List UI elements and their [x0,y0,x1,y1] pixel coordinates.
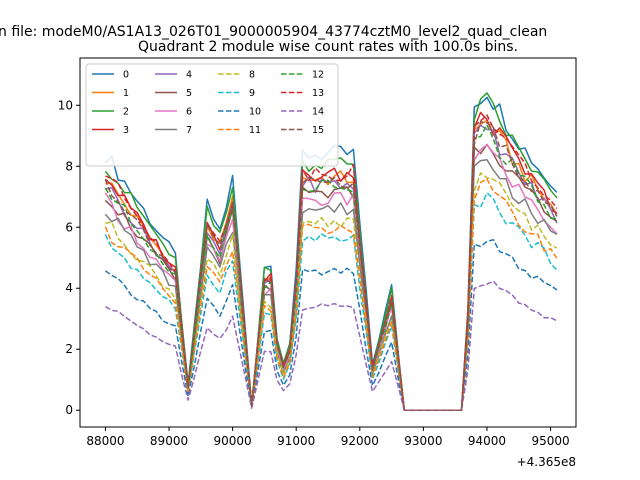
series-14-line [105,280,558,411]
legend-frame [85,63,339,167]
legend-label-7: 7 [186,125,192,136]
series-11-line [104,178,558,411]
x-tick-label: 90000 [214,434,252,448]
legend-label-2: 2 [123,107,129,118]
legend-label-0: 0 [123,70,129,81]
series-15-line [104,121,558,411]
x-tick-label: 88000 [86,434,124,448]
figure-suptitle: n file: modeM0/AS1A13_026T01_9000005904_… [0,24,547,40]
y-tick-label: 8 [65,159,73,173]
legend-label-9: 9 [249,88,255,99]
chart-title: Quadrant 2 module wise count rates with … [138,39,518,55]
x-tick-label: 91000 [277,434,315,448]
y-tick-label: 10 [58,98,73,112]
x-offset-label: +4.365e8 [517,455,576,469]
legend-label-11: 11 [249,125,261,136]
legend-label-12: 12 [312,70,324,81]
legend-label-4: 4 [186,70,192,81]
legend-label-13: 13 [312,88,324,99]
legend-label-8: 8 [249,70,255,81]
series-10-line [104,238,558,411]
legend-label-5: 5 [186,88,192,99]
x-tick-label: 95000 [531,434,569,448]
legend-label-1: 1 [123,88,129,99]
x-tick-label: 92000 [341,434,379,448]
legend-label-14: 14 [312,107,324,118]
legend-label-15: 15 [312,125,324,136]
y-tick-label: 6 [65,220,73,234]
y-tick-label: 4 [65,281,73,295]
x-tick-label: 89000 [150,434,188,448]
axis-ticks: 88000 89000 90000 91000 92000 93000 94000 95000… [58,98,570,448]
plot-area-frame [79,57,577,428]
series-8-line [105,172,558,411]
x-tick-label: 94000 [468,434,506,448]
y-tick-label: 0 [65,403,73,417]
y-tick-label: 2 [65,342,73,356]
legend-label-6: 6 [186,107,192,118]
legend-label-10: 10 [249,107,261,118]
legend-label-3: 3 [123,125,129,136]
x-tick-label: 93000 [404,434,442,448]
